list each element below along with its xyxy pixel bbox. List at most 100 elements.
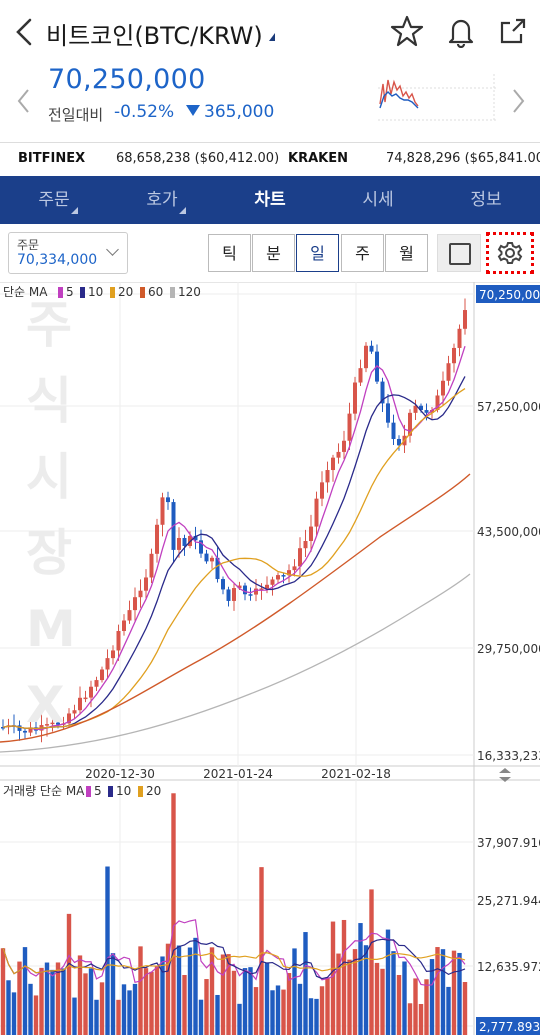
bell-icon[interactable]: [444, 14, 478, 48]
price-chart[interactable]: 단순 MA 5 10 20 60 120 거래량 단순 MA 5 10 20 70,250,…: [0, 282, 540, 1035]
axis-toggle-icon[interactable]: [499, 768, 511, 782]
candlestick-series: [1, 298, 467, 743]
fullscreen-button[interactable]: [437, 234, 481, 272]
volume-bar: [336, 953, 341, 1035]
ma120-line: [0, 573, 471, 753]
volume-bar: [319, 986, 325, 1035]
chart-settings-button[interactable]: [486, 232, 534, 274]
volume-bar: [440, 949, 446, 1035]
exchange-value-kraken: 74,828,296 ($65,841.00): [386, 151, 540, 166]
volume-bar: [154, 965, 160, 1035]
volume-axis-label: 37,907.916: [477, 836, 540, 850]
watermark-char: 주: [26, 296, 72, 354]
candle-body: [182, 537, 187, 546]
volume-legend-period: 5: [94, 784, 102, 798]
candle-body: [265, 584, 269, 589]
exchange-prices: BITFINEX 68,658,238 ($60,412.00) KRAKEN …: [0, 142, 540, 177]
period-day-button[interactable]: 일: [296, 234, 339, 272]
volume-bar: [138, 946, 143, 1035]
volume-ma-lines: [2, 919, 466, 986]
order-price-value: 70,334,000: [17, 252, 98, 268]
prev-coin-arrow-icon[interactable]: [14, 86, 34, 116]
order-price-select[interactable]: 주문 70,334,000: [8, 232, 128, 274]
volume-bar: [385, 929, 391, 1035]
ma60-line: [0, 473, 471, 743]
volume-legend-label: 거래량 단순 MA: [3, 784, 85, 798]
period-tick-button[interactable]: 틱: [208, 234, 251, 272]
volume-bar: [209, 947, 215, 1035]
change-amount: 365,000: [186, 102, 274, 122]
candle-body: [17, 725, 22, 731]
back-arrow-icon[interactable]: [10, 14, 40, 50]
tab-info[interactable]: 정보: [432, 176, 540, 224]
candle-body: [133, 597, 137, 611]
watermark-char: 장: [26, 524, 72, 582]
next-coin-arrow-icon[interactable]: [508, 86, 528, 116]
candle-body: [457, 328, 462, 348]
volume-bar: [352, 949, 358, 1035]
candle-body: [369, 345, 374, 352]
volume-bar: [325, 977, 330, 1035]
date-axis-label: 2021-01-24: [203, 767, 273, 781]
volume-bar: [402, 961, 407, 1035]
volume-bar: [424, 979, 429, 1035]
candle-body: [83, 697, 88, 700]
candle-body: [1, 727, 5, 729]
tab-market[interactable]: 시세: [324, 176, 432, 224]
star-icon[interactable]: [390, 14, 424, 48]
candle-body: [292, 566, 297, 571]
volume-bar: [297, 983, 303, 1035]
volume-bar: [99, 982, 105, 1035]
candle-body: [419, 405, 423, 411]
candle-body: [23, 730, 27, 733]
volume-bar: [105, 866, 110, 1035]
candle-body: [127, 610, 132, 621]
share-icon[interactable]: [496, 14, 530, 48]
volume-bar: [358, 923, 363, 1035]
tab-chart-label: 차트: [254, 190, 286, 210]
tab-chart[interactable]: 차트: [216, 176, 324, 224]
volume-axis-label: 25,271.944: [477, 894, 540, 908]
tab-orderbook-label: 호가: [146, 190, 178, 210]
volume-bar: [264, 962, 270, 1035]
tab-order[interactable]: 주문: [0, 176, 108, 224]
candle-body: [270, 579, 275, 585]
tab-corner-icon: [179, 207, 186, 214]
volume-bar: [39, 967, 44, 1035]
candle-body: [303, 540, 308, 549]
volume-bar: [182, 974, 187, 1035]
volume-bar: [374, 962, 380, 1035]
volume-y-axis: 37,907.916 25,271.944 12,635.972 2,777.893: [476, 836, 540, 1035]
volume-bar: [220, 954, 226, 1035]
ma-legend-swatch: [110, 287, 115, 298]
candle-body: [254, 588, 258, 595]
tab-orderbook[interactable]: 호가: [108, 176, 216, 224]
volume-bar: [429, 959, 435, 1035]
volume-legend-swatch: [138, 786, 143, 797]
candle-body: [397, 438, 401, 446]
coin-title[interactable]: 비트코인(BTC/KRW): [46, 16, 275, 51]
volume-axis-label: 12,635.972: [477, 960, 540, 974]
candle-body: [430, 410, 434, 413]
price-summary: 70,250,000 전일대비 -0.52% 365,000: [0, 60, 540, 142]
period-week-button[interactable]: 주: [341, 234, 384, 272]
volume-bar: [198, 999, 204, 1035]
price-axis-label: 29,750,000: [477, 642, 540, 656]
volume-bar: [55, 962, 61, 1035]
watermark-char: 식: [26, 372, 72, 430]
price-y-axis: 70,250,000 57,250,000 43,500,000 29,750,000…: [476, 285, 540, 763]
volume-bar: [446, 986, 451, 1035]
candle-body: [446, 363, 451, 381]
volume-bar: [50, 969, 55, 1035]
volume-bar: [237, 1003, 242, 1035]
price-axis-label: 43,500,000: [477, 525, 540, 539]
period-minute-button[interactable]: 분: [252, 234, 295, 272]
volume-legend-swatch: [86, 786, 91, 797]
period-month-button[interactable]: 월: [385, 234, 428, 272]
candle-body: [309, 526, 313, 541]
volume-bar: [116, 999, 121, 1035]
candle-body: [155, 524, 159, 554]
volume-bar: [33, 995, 39, 1035]
volume-bar: [418, 1003, 424, 1035]
candle-body: [347, 413, 352, 441]
